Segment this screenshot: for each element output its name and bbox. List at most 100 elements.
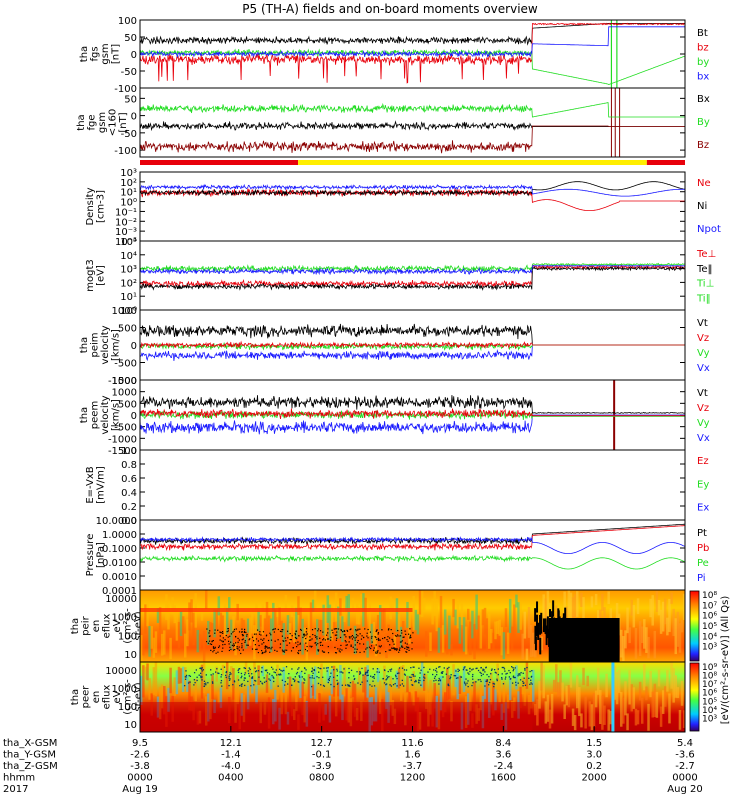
spectrogram-cell <box>350 636 352 638</box>
spectrogram-cell <box>282 629 284 631</box>
spectrogram-cell <box>409 636 411 638</box>
spectrogram-cell <box>522 685 524 687</box>
spectrogram-cell <box>201 679 203 681</box>
spectrogram-cell <box>345 636 347 638</box>
spectrogram-cell <box>248 672 250 675</box>
spectrogram-cell <box>480 672 482 675</box>
spectrogram-nodata <box>539 614 542 635</box>
spectrogram-cell <box>463 667 465 669</box>
y-tick-label: 10⁰ <box>120 306 137 317</box>
spectrogram-cell <box>301 670 303 673</box>
spectrogram-cell <box>146 600 149 627</box>
spectrogram-nodata <box>553 617 556 636</box>
spectrogram-cell <box>275 669 277 671</box>
spectrogram-cell <box>330 669 334 695</box>
spectrogram-cell <box>233 645 235 647</box>
spectrogram-cell <box>419 672 421 674</box>
spectrogram-cell <box>563 704 566 720</box>
spectrogram-cell <box>244 628 246 630</box>
spectrogram-cell <box>366 670 369 672</box>
spectrogram-cell <box>297 652 299 654</box>
spectrogram-cell <box>387 670 389 673</box>
spectrogram-cell <box>235 642 237 644</box>
spectrogram-cell <box>229 671 231 674</box>
y-axis-label: peir <box>81 615 92 635</box>
spectrogram-cell <box>234 642 237 656</box>
spectrogram-cell <box>443 609 447 635</box>
spectrogram-cell <box>313 677 315 679</box>
spectrogram-cell <box>504 670 506 672</box>
spectrogram-band <box>140 702 533 732</box>
spectrogram-cell <box>282 623 286 655</box>
spectrogram-cell <box>382 637 384 640</box>
spectrogram-cell <box>379 639 381 641</box>
spectrogram-cell <box>392 632 394 635</box>
spectrogram-cell <box>613 665 617 700</box>
spectrogram-cell <box>359 673 361 675</box>
spectrogram-cell <box>411 673 413 676</box>
spectrogram-cell <box>409 637 411 639</box>
spectrogram-cell <box>357 628 359 630</box>
spectrogram-cell <box>257 610 260 632</box>
spectrogram-cell <box>390 668 393 670</box>
spectrogram-cell <box>236 647 238 649</box>
y-axis-label: en <box>91 691 102 704</box>
spectrogram-cell <box>339 665 342 700</box>
spectrogram-cell <box>354 637 356 639</box>
spectrogram-cell <box>350 645 352 647</box>
spectrogram-cell <box>357 682 359 684</box>
spectrogram-cell <box>573 715 577 731</box>
spectrogram-cell <box>293 615 296 643</box>
spectrogram-cell <box>672 608 675 637</box>
spectrogram-cell <box>465 684 467 686</box>
spectrogram-cell <box>484 671 486 673</box>
spectrogram-cell <box>422 598 426 611</box>
spectrogram-cell <box>241 645 243 647</box>
spectrogram-cell <box>312 669 314 671</box>
spectrogram-cell <box>310 639 312 641</box>
spectrogram-nodata <box>550 636 553 653</box>
spectrogram-cell <box>302 633 305 635</box>
spectrogram-cell <box>435 599 439 632</box>
spectrogram-cell <box>375 630 377 633</box>
y-tick-label: 1500 <box>112 376 137 387</box>
series-line-peem-Vx <box>139 414 685 435</box>
spectrogram-cell <box>274 640 276 642</box>
spectrogram-cell <box>557 682 560 697</box>
spectrogram-cell <box>544 598 548 620</box>
spectrogram-cell <box>343 630 345 632</box>
spectrogram-cell <box>286 644 288 646</box>
spectrogram-cell <box>264 669 267 672</box>
spectrogram-cell <box>220 676 222 678</box>
spectrogram-nodata <box>544 618 547 634</box>
spectrogram-cell <box>379 652 381 654</box>
spectrogram-cell <box>467 685 469 688</box>
spectrogram-cell <box>389 676 392 706</box>
spectrogram-cell <box>378 639 380 642</box>
spectrogram-cell <box>211 681 214 683</box>
spectrogram-cell <box>477 669 480 672</box>
spectrogram-cell <box>383 665 386 690</box>
spectrogram-cell <box>244 662 248 675</box>
colorbar <box>689 590 700 662</box>
legend-entry-Vt: Vt <box>697 388 708 399</box>
spectrogram-cell <box>217 629 219 631</box>
spectrogram-cell <box>241 639 243 641</box>
spectrogram-cell <box>330 639 332 641</box>
spectrogram-cell <box>523 611 527 639</box>
spectrogram-cell <box>580 592 583 608</box>
spectrogram-cell <box>607 709 610 731</box>
spectrogram-cell <box>372 649 375 651</box>
spectrogram-cell <box>438 666 440 668</box>
x-tick-label: 0.2 <box>586 761 602 772</box>
spectrogram-cell <box>215 671 217 673</box>
spectrogram-cell <box>420 684 422 686</box>
spectrogram-cell <box>387 624 390 639</box>
spectrogram-cell <box>508 677 512 701</box>
spectrogram-cell <box>336 668 338 670</box>
spectrogram-cell <box>305 628 308 630</box>
spectrogram-cell <box>433 591 436 616</box>
spectrogram-cell <box>336 631 338 633</box>
spectrogram-cell <box>237 669 239 672</box>
spectrogram-cell <box>261 665 265 677</box>
